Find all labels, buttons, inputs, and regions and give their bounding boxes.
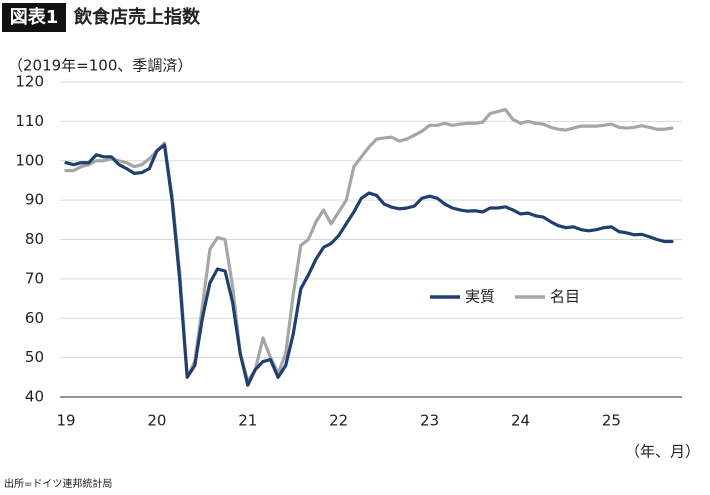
series-line	[64, 143, 674, 387]
x-tick-label: 21	[238, 412, 257, 430]
y-tick-label: 110	[15, 112, 44, 130]
x-axis-label: （年、月）	[625, 443, 700, 461]
x-tick-label: 19	[56, 412, 75, 430]
x-tick-label: 24	[511, 412, 530, 430]
x-tick-label: 20	[147, 412, 166, 430]
chart-title: 飲食店売上指数	[73, 6, 201, 28]
x-tick-label: 22	[329, 412, 348, 430]
title-label: 図表1	[10, 6, 59, 28]
y-tick-label: 120	[15, 73, 44, 91]
y-axis-label: （2019年=100、季調済）	[8, 57, 192, 75]
y-tick-label: 100	[15, 151, 44, 169]
y-tick-label: 40	[25, 388, 44, 406]
source: 出所=ドイツ連邦統計局	[4, 477, 112, 490]
y-tick-label: 70	[25, 269, 44, 287]
legend-label: 名目	[550, 288, 580, 306]
title-badge	[2, 3, 66, 32]
y-tick-label: 90	[25, 191, 44, 209]
y-tick-label: 60	[25, 309, 44, 327]
x-tick-label: 23	[420, 412, 439, 430]
y-tick-label: 50	[25, 348, 44, 366]
x-tick-label: 25	[602, 412, 621, 430]
legend-label: 実質	[465, 288, 495, 306]
y-tick-label: 80	[25, 230, 44, 248]
